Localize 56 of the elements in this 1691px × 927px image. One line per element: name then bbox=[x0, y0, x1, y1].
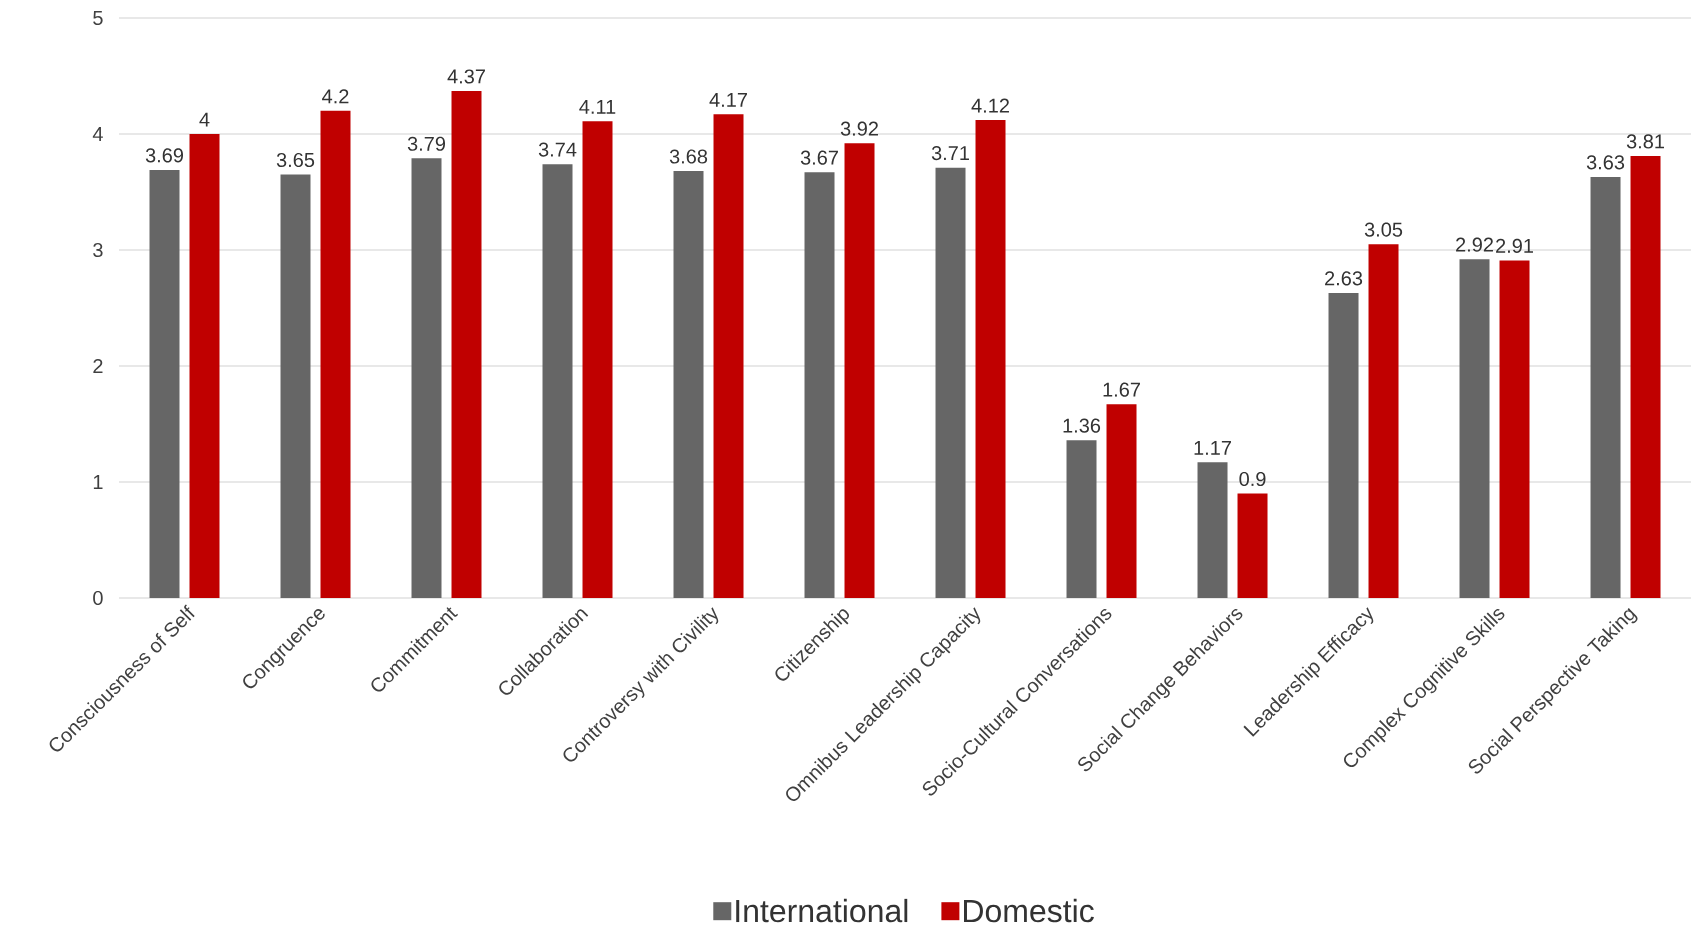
bar bbox=[673, 171, 704, 598]
legend-label: International bbox=[736, 898, 908, 923]
data-label: 1.67 bbox=[1103, 382, 1140, 397]
data-label: 2.63 bbox=[1325, 271, 1363, 286]
bar bbox=[975, 120, 1006, 598]
bar bbox=[1328, 292, 1359, 598]
data-label: 3.92 bbox=[840, 121, 878, 136]
bar bbox=[1237, 493, 1268, 598]
bar bbox=[280, 174, 311, 598]
bar bbox=[713, 114, 744, 598]
data-label: 3.05 bbox=[1364, 222, 1403, 237]
data-label: 4.2 bbox=[322, 89, 349, 104]
bar bbox=[804, 172, 835, 598]
data-label: 4.37 bbox=[447, 69, 485, 84]
y-tick-label: 0 bbox=[93, 590, 103, 606]
bar bbox=[451, 91, 482, 598]
data-label: 3.67 bbox=[800, 150, 838, 165]
data-label: 3.74 bbox=[538, 142, 577, 157]
bar bbox=[189, 134, 220, 598]
data-label: 3.68 bbox=[669, 149, 708, 164]
data-label: 2.91 bbox=[1496, 238, 1533, 253]
data-label: 4.12 bbox=[971, 98, 1009, 113]
y-tick-label: 5 bbox=[93, 11, 103, 25]
bar bbox=[844, 143, 875, 598]
y-tick-label: 2 bbox=[93, 359, 103, 373]
bar bbox=[935, 167, 966, 598]
data-label: 4.17 bbox=[709, 92, 747, 107]
bar bbox=[1066, 440, 1097, 598]
data-label: 3.69 bbox=[145, 148, 184, 163]
bar bbox=[149, 169, 180, 598]
data-label: 3.65 bbox=[276, 152, 315, 168]
y-tick-label: 1 bbox=[93, 475, 103, 489]
y-tick-label: 3 bbox=[93, 242, 103, 258]
data-label: 2.92 bbox=[1456, 237, 1493, 252]
bar bbox=[1459, 259, 1490, 598]
legend-label: Domestic bbox=[964, 898, 1094, 923]
bar bbox=[1499, 260, 1530, 598]
bar bbox=[320, 110, 351, 598]
data-label: 3.81 bbox=[1626, 134, 1664, 149]
bar bbox=[1590, 176, 1621, 598]
data-label: 1.36 bbox=[1063, 418, 1101, 433]
bar bbox=[1197, 462, 1228, 598]
data-label: 1.17 bbox=[1194, 440, 1231, 455]
data-label: 3.63 bbox=[1586, 155, 1625, 170]
data-label: 3.71 bbox=[931, 145, 969, 161]
bar bbox=[542, 164, 573, 598]
data-label: 4 bbox=[199, 112, 210, 127]
data-label: 4.11 bbox=[579, 99, 616, 114]
y-tick-label: 4 bbox=[92, 127, 103, 141]
bar bbox=[1106, 404, 1137, 598]
data-label: 3.79 bbox=[407, 136, 446, 151]
bar bbox=[1368, 244, 1399, 598]
data-label: 0.9 bbox=[1239, 471, 1266, 487]
bar bbox=[582, 121, 613, 598]
bar bbox=[1630, 156, 1661, 598]
bar bbox=[411, 158, 442, 598]
